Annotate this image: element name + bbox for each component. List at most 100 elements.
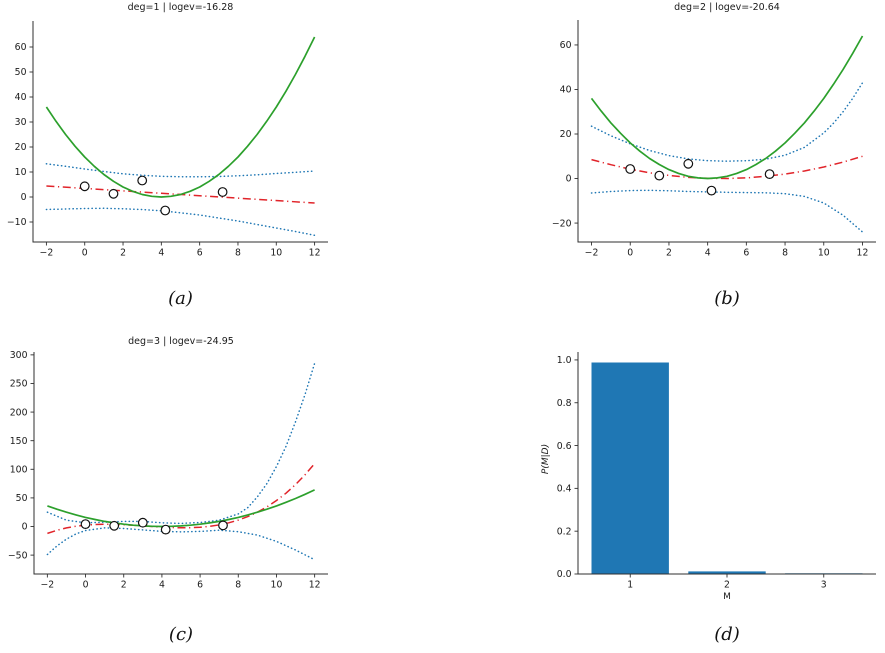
x-tick-label: 8 (235, 248, 241, 259)
y-tick-label: 50 (15, 67, 27, 78)
y-tick-label: −50 (8, 550, 28, 561)
x-tick-label: −2 (40, 248, 54, 259)
data-point (683, 158, 694, 169)
caption-d: (d) (714, 624, 740, 645)
data-point (137, 175, 148, 186)
data-point (79, 181, 90, 192)
x-tick-label: 12 (309, 248, 321, 259)
x-tick-label: 10 (818, 248, 830, 259)
y-tick-label: 40 (560, 85, 572, 96)
y-tick-label: 20 (15, 142, 27, 153)
y-tick-label: 300 (10, 350, 28, 361)
data-point (108, 188, 119, 199)
data-point (160, 205, 171, 216)
plot-canvas-a: −10 0 10 20 30 40 50 60 −2 0 2 4 6 8 10 12 (7, 21, 328, 259)
x-tick-label: 2 (724, 580, 730, 591)
series-fit-mean (591, 155, 863, 180)
series-true-function (47, 489, 315, 528)
series-fit-mean (47, 463, 316, 535)
x-tick-label: 0 (82, 248, 88, 259)
y-tick-label: 0.6 (557, 441, 572, 452)
x-tick-label: 10 (270, 248, 282, 259)
y-tick-label: 40 (15, 92, 27, 103)
y-tick-label: 0.8 (557, 398, 572, 409)
plot-title-b: deg=2 | logev=-20.64 (674, 2, 780, 13)
x-tick-label: 6 (743, 248, 749, 259)
y-tick-label: 0.4 (557, 484, 572, 495)
y-tick-label: 60 (15, 42, 27, 53)
x-tick-label: 0 (83, 580, 89, 591)
data-point (160, 524, 171, 535)
x-tick-label: 3 (821, 580, 827, 591)
y-tick-label: 10 (15, 167, 27, 178)
x-tick-label: −2 (41, 580, 55, 591)
x-tick-label: 0 (627, 248, 633, 259)
y-tick-label: 60 (560, 40, 572, 51)
x-tick-label: 1 (627, 580, 633, 591)
caption-b: (b) (714, 288, 740, 309)
series-credible-band-upper (46, 362, 316, 525)
x-tick-label: 8 (782, 248, 788, 259)
y-tick-label: 50 (16, 493, 28, 504)
x-tick-label: 12 (309, 580, 321, 591)
plot-canvas-d: 0.0 0.2 0.4 0.6 0.8 1.0 1 2 3 (557, 352, 876, 591)
subplot-a: deg=1 | logev=-16.28 −10 0 10 20 30 40 50 60 −2 0… (0, 0, 442, 326)
y-tick-label: −10 (7, 217, 27, 228)
subplot-c: deg=3 | logev=-24.95 −50 0 50 100 150 200 250 3… (0, 327, 442, 653)
plot-title-c: deg=3 | logev=-24.95 (128, 336, 234, 347)
x-axis-label-m: M (723, 592, 731, 602)
data-point (109, 520, 120, 531)
y-tick-label: 20 (560, 129, 572, 140)
series-credible-band-upper (590, 82, 864, 162)
x-tick-label: 4 (705, 248, 711, 259)
x-tick-label: 12 (857, 248, 869, 259)
x-tick-label: −2 (585, 248, 599, 259)
y-tick-label: 1.0 (557, 355, 572, 366)
plot-title-a: deg=1 | logev=-16.28 (127, 2, 234, 13)
y-tick-label: 250 (10, 379, 28, 390)
x-tick-label: 8 (235, 580, 241, 591)
subplot-b: deg=2 | logev=-20.64 −20 0 20 40 60 −2 0 2 4 6 8 10… (443, 0, 885, 326)
x-tick-label: 4 (158, 248, 164, 259)
axis-spines (577, 20, 876, 243)
x-tick-label: 10 (271, 580, 283, 591)
series-true-function (45, 36, 316, 198)
series-true-function (590, 35, 864, 180)
y-tick-label: 0 (22, 522, 28, 533)
y-tick-label: 0 (566, 174, 572, 185)
x-tick-label: 2 (666, 248, 672, 259)
series-credible-band-lower (590, 189, 864, 233)
data-point (137, 517, 148, 528)
x-tick-label: 2 (121, 580, 127, 591)
x-tick-label: 2 (120, 248, 126, 259)
bar-2 (688, 571, 766, 574)
x-tick-label: 6 (197, 580, 203, 591)
data-point (80, 519, 91, 530)
data-point (764, 169, 775, 180)
caption-a: (a) (168, 288, 193, 309)
data-point (217, 187, 228, 197)
data-point (706, 185, 717, 196)
series-credible-band-lower (46, 527, 316, 561)
series-credible-band-upper (45, 163, 316, 178)
data-point (654, 170, 665, 181)
data-point (625, 164, 636, 174)
y-tick-label: −20 (552, 218, 572, 229)
axis-spines (33, 352, 328, 575)
y-tick-label: 0 (21, 192, 27, 203)
caption-c: (c) (168, 624, 194, 645)
subplot-d: P(M|D) 0.0 0.2 0.4 0.6 0.8 1.0 1 2 3 M (d) (443, 327, 885, 653)
series-credible-band-lower (45, 207, 316, 237)
y-tick-label: 150 (10, 436, 28, 447)
data-point (218, 520, 228, 531)
y-tick-label: 0.0 (557, 569, 572, 580)
y-tick-label: 200 (10, 407, 28, 418)
y-tick-label: 0.2 (557, 526, 572, 537)
y-tick-label: 100 (10, 464, 28, 475)
plot-canvas-c: −50 0 50 100 150 200 250 300 −2 0 2 4 6 8 10 12 (8, 350, 328, 591)
bar-1 (591, 362, 669, 574)
x-tick-label: 6 (197, 248, 203, 259)
y-tick-label: 30 (15, 117, 27, 128)
